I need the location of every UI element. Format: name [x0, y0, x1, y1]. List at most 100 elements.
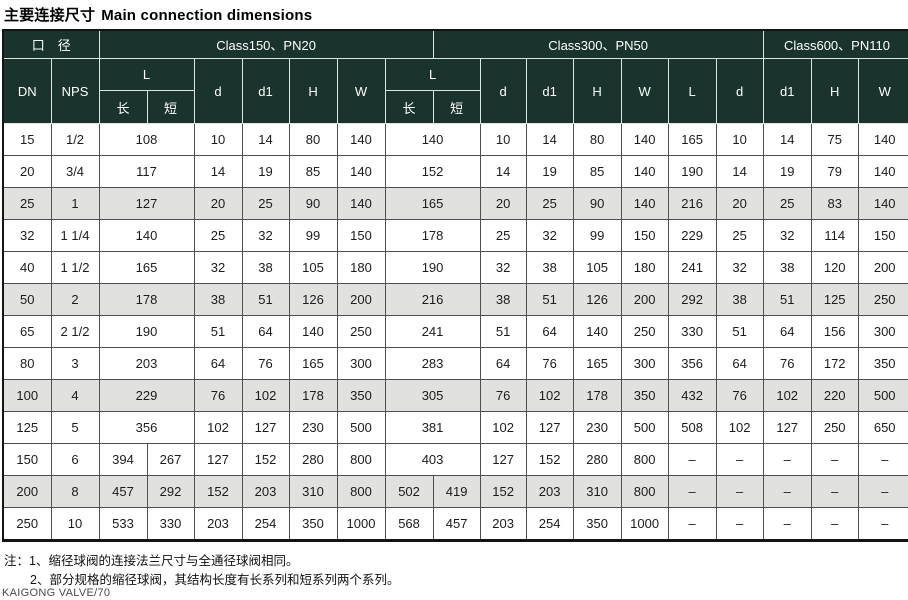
table-cell: 25 — [525, 187, 574, 220]
table-cell: 140 — [620, 187, 669, 220]
table-cell: 350 — [857, 347, 908, 380]
table-cell: 64 — [479, 347, 527, 380]
table-cell: 350 — [572, 507, 622, 541]
table-cell: 14 — [762, 123, 812, 156]
table-cell: 140 — [288, 315, 338, 348]
table-cell: 127 — [525, 411, 574, 444]
table-row: 50 2 178 38 51 126 200 216 38 51 126 200 292 38 51 125 2… — [2, 283, 908, 316]
table-cell: – — [810, 507, 859, 541]
table-cell: 165 — [667, 123, 717, 156]
table-cell: 2 1/2 — [50, 315, 100, 348]
table-cell: 350 — [288, 507, 338, 541]
table-cell: 114 — [810, 219, 859, 252]
table-cell: 14 — [525, 123, 574, 156]
table-cell: – — [667, 475, 717, 508]
table-cell: 140 — [98, 219, 195, 252]
table-cell: 64 — [715, 347, 764, 380]
table-cell: 216 — [667, 187, 717, 220]
table-cell: 102 — [479, 411, 527, 444]
table-cell: 76 — [193, 379, 243, 412]
table-cell: 127 — [98, 187, 195, 220]
table-cell: 19 — [241, 155, 290, 188]
table-cell: 120 — [810, 251, 859, 284]
table-cell: 300 — [620, 347, 669, 380]
header-c150-h: H — [288, 58, 338, 124]
table-cell: 230 — [572, 411, 622, 444]
table-cell: 64 — [525, 315, 574, 348]
table-cell: 20 — [2, 155, 52, 188]
table-cell: 432 — [667, 379, 717, 412]
table-cell: 25 — [241, 187, 290, 220]
table-cell: 76 — [479, 379, 527, 412]
table-cell: 5 — [50, 411, 100, 444]
table-cell: 156 — [810, 315, 859, 348]
table-cell: 292 — [146, 475, 195, 508]
table-cell: – — [857, 443, 908, 476]
page-footer: KAIGONG VALVE/70 — [2, 587, 111, 599]
table-cell: 280 — [572, 443, 622, 476]
header-c300-d: d — [479, 58, 527, 124]
table-cell: 127 — [241, 411, 290, 444]
table-row: 40 1 1/2 165 32 38 105 180 190 32 38 105 180 241 32 38… — [2, 251, 908, 284]
table-cell: 200 — [857, 251, 908, 284]
table-cell: 254 — [241, 507, 290, 541]
table-cell: 127 — [193, 443, 243, 476]
table-cell: – — [762, 443, 812, 476]
table-cell: 140 — [620, 123, 669, 156]
table-header: 口 径 Class150、PN20 Class300、PN50 Class600… — [2, 29, 908, 124]
table-cell: 533 — [98, 507, 148, 541]
table-cell: 220 — [810, 379, 859, 412]
table-cell: 1/2 — [50, 123, 100, 156]
table-cell: 1 1/2 — [50, 251, 100, 284]
header-c150-w: W — [336, 58, 386, 124]
table-cell: 20 — [193, 187, 243, 220]
table-cell: 419 — [432, 475, 481, 508]
table-cell: 1000 — [620, 507, 669, 541]
header-nps: NPS — [50, 58, 100, 124]
table-cell: 105 — [572, 251, 622, 284]
header-group-bore: 口 径 — [2, 29, 100, 59]
table-cell: 568 — [384, 507, 434, 541]
table-cell: 241 — [384, 315, 481, 348]
dimensions-table: 口 径 Class150、PN20 Class300、PN50 Class600… — [2, 29, 908, 542]
table-cell: 32 — [241, 219, 290, 252]
table-cell: 350 — [620, 379, 669, 412]
table-cell: 14 — [193, 155, 243, 188]
table-cell: 254 — [525, 507, 574, 541]
page-title-en: Main connection dimensions — [101, 7, 313, 24]
table-cell: 75 — [810, 123, 859, 156]
header-c150-l: L — [98, 58, 195, 91]
table-cell: 190 — [98, 315, 195, 348]
table-cell: 10 — [715, 123, 764, 156]
table-cell: 229 — [98, 379, 195, 412]
table-cell: 90 — [572, 187, 622, 220]
table-cell: 38 — [479, 283, 527, 316]
header-c150-d1: d1 — [241, 58, 290, 124]
table-cell: 502 — [384, 475, 434, 508]
table-cell: 32 — [479, 251, 527, 284]
table-cell: 292 — [667, 283, 717, 316]
table-cell: – — [857, 507, 908, 541]
table-cell: 51 — [525, 283, 574, 316]
table-cell: – — [667, 507, 717, 541]
table-row: 20 3/4 117 14 19 85 140 152 14 19 85 140 190 14 19 79 14… — [2, 155, 908, 188]
table-cell: 140 — [857, 123, 908, 156]
table-cell: 25 — [193, 219, 243, 252]
header-c150-l-long: 长 — [98, 90, 148, 124]
table-cell: 280 — [288, 443, 338, 476]
table-cell: 25 — [479, 219, 527, 252]
header-c150-d: d — [193, 58, 243, 124]
table-cell: 3 — [50, 347, 100, 380]
table-cell: 64 — [762, 315, 812, 348]
table-cell: 50 — [2, 283, 52, 316]
table-cell: 165 — [572, 347, 622, 380]
table-cell: 25 — [715, 219, 764, 252]
table-row: 150 6 394 267 127 152 280 800 403 127 152 280 800– – –… — [2, 443, 908, 476]
table-cell: 85 — [572, 155, 622, 188]
table-cell: 200 — [2, 475, 52, 508]
table-cell: 203 — [525, 475, 574, 508]
table-cell: 140 — [857, 155, 908, 188]
table-cell: 152 — [193, 475, 243, 508]
table-cell: 127 — [479, 443, 527, 476]
table-cell: 250 — [810, 411, 859, 444]
